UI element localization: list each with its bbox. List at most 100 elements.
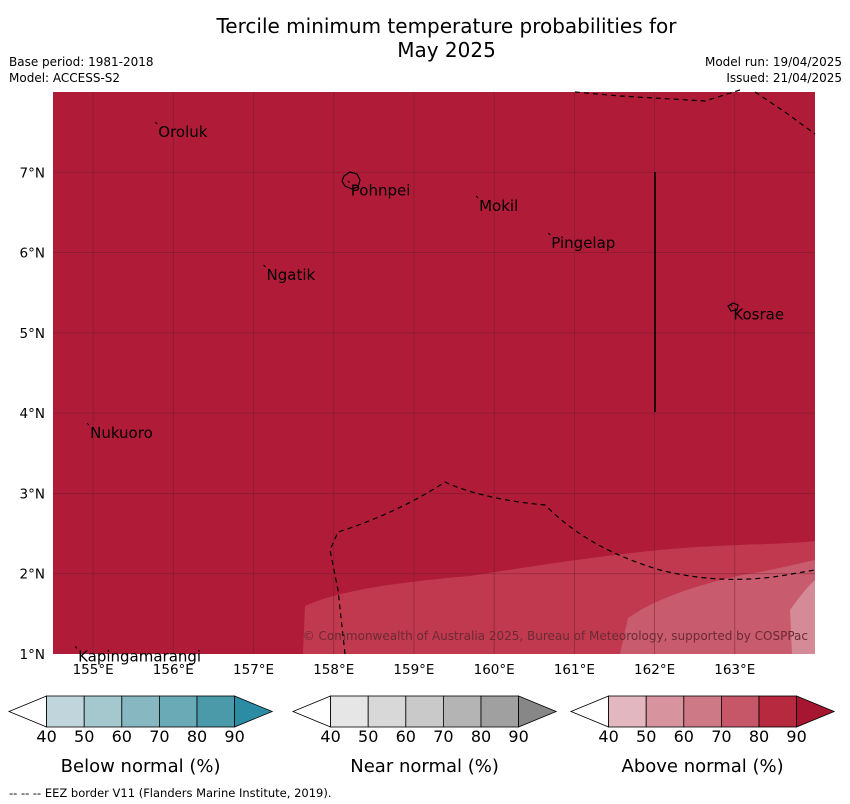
- y-tick-label: 3°N: [20, 486, 45, 502]
- colorbar-tick-label: 50: [358, 727, 378, 746]
- colorbar-tick-label: 60: [674, 727, 694, 746]
- place-marker: [86, 422, 90, 426]
- colorbar-title: Below normal (%): [61, 756, 221, 777]
- colorbar-cell: [121, 695, 160, 728]
- title-line-1: Tercile minimum temperature probabilitie…: [216, 14, 677, 38]
- colorbar-tick-label: 90: [786, 727, 806, 746]
- place-label: Pohnpei: [351, 182, 411, 200]
- colorbar-cell: [83, 695, 123, 728]
- colorbar-tick-label: 70: [711, 727, 731, 746]
- eez-footnote: -- -- -- EEZ border V11 (Flanders Marine…: [9, 786, 332, 800]
- colorbar-tick-label: 90: [224, 727, 244, 746]
- colorbar-min-triangle: [569, 695, 609, 728]
- place-marker: [154, 121, 158, 125]
- colorbar-title: Above normal (%): [622, 756, 784, 777]
- place-marker: [263, 264, 266, 268]
- colorbar-cell: [480, 695, 519, 728]
- latitude-ticks: 1°N 2°N 3°N 4°N 5°N 6°N 7°N: [20, 165, 45, 663]
- colorbar-tick-label: 60: [396, 727, 416, 746]
- colorbar-tick-label: 40: [320, 727, 340, 746]
- place-marker: [547, 232, 551, 236]
- map-title: Tercile minimum temperature probabilitie…: [0, 14, 850, 62]
- probability-region-50: [790, 580, 815, 654]
- colorbar-cell: [330, 695, 369, 728]
- y-tick-label: 5°N: [20, 326, 45, 342]
- probability-region-60: [620, 560, 815, 654]
- colorbar-cell: [196, 695, 235, 728]
- colorbar-tick-label: 50: [74, 727, 94, 746]
- colorbar-tick-label: 40: [598, 727, 618, 746]
- colorbar-cell: [608, 695, 647, 728]
- x-tick-label: 155°E: [73, 662, 114, 678]
- eez-border-south: [329, 481, 816, 655]
- x-tick-label: 160°E: [474, 662, 515, 678]
- place-label: Kapingamarangi: [78, 647, 201, 665]
- place-label: Pingelap: [551, 234, 615, 252]
- colorbar-cell: [645, 695, 685, 728]
- place-marker: [74, 646, 78, 649]
- eez-border-north: [574, 89, 741, 102]
- colorbar-tick-label: 80: [749, 727, 769, 746]
- y-tick-label: 2°N: [20, 567, 45, 583]
- colorbar-cell: [758, 695, 797, 728]
- place-label: Mokil: [479, 197, 518, 215]
- x-tick-label: 162°E: [634, 662, 675, 678]
- colorbar-tick-label: 80: [471, 727, 491, 746]
- colorbar-max-triangle: [518, 695, 558, 728]
- y-tick-label: 4°N: [20, 406, 45, 422]
- meta-right: Model run: 19/04/2025 Issued: 21/04/2025: [705, 54, 842, 86]
- colorbar-max-triangle: [234, 695, 274, 728]
- colorbar-cell: [367, 695, 407, 728]
- place-labels: Oroluk Pohnpei Mokil Pingelap Ngatik Kosrae Nu…: [74, 121, 784, 665]
- colorbar-tick-label: 50: [636, 727, 656, 746]
- colorbar-cell: [158, 695, 198, 728]
- graticule: [53, 92, 815, 654]
- colorbar-tick-label: 40: [36, 727, 56, 746]
- place-marker: [475, 195, 479, 199]
- colorbar-tick-label: 70: [433, 727, 453, 746]
- y-tick-label: 1°N: [20, 647, 45, 663]
- x-tick-label: 158°E: [313, 662, 354, 678]
- meta-left: Base period: 1981-2018 Model: ACCESS-S2: [9, 54, 154, 86]
- colorbar-max-triangle: [796, 695, 836, 728]
- x-tick-label: 161°E: [554, 662, 595, 678]
- colorbar-min-triangle: [7, 695, 47, 728]
- colorbar-min-triangle: [291, 695, 331, 728]
- colorbar-cell: [46, 695, 85, 728]
- model-name: Model: ACCESS-S2: [9, 71, 121, 85]
- x-tick-label: 157°E: [233, 662, 274, 678]
- x-tick-label: 163°E: [714, 662, 755, 678]
- colorbar-2: 40 50 60 70 80 90 Near normal (%): [291, 695, 558, 777]
- colorbar-cell: [442, 695, 482, 728]
- colorbar-cell: [721, 695, 760, 728]
- place-label: Oroluk: [158, 123, 207, 141]
- base-period: Base period: 1981-2018: [9, 55, 154, 69]
- y-tick-label: 6°N: [20, 246, 45, 262]
- colorbar-cell: [405, 695, 444, 728]
- colorbar-tick-label: 80: [187, 727, 207, 746]
- title-line-2: May 2025: [397, 38, 496, 62]
- place-label: Ngatik: [267, 266, 316, 284]
- place-marker: [730, 304, 733, 307]
- colorbar-tick-label: 60: [112, 727, 132, 746]
- colorbar-tick-label: 90: [508, 727, 528, 746]
- map-area: Oroluk Pohnpei Mokil Pingelap Ngatik Kosrae Nu…: [53, 89, 816, 665]
- model-run: Model run: 19/04/2025: [704, 55, 842, 69]
- longitude-ticks: 155°E 156°E 157°E 158°E 159°E 160°E 161°E 162°E…: [73, 662, 756, 678]
- colorbar-cell: [683, 695, 722, 728]
- x-tick-label: 156°E: [153, 662, 194, 678]
- issued-date: Issued: 21/04/2025: [726, 71, 842, 85]
- place-label: Nukuoro: [90, 424, 153, 442]
- colorbar-title: Near normal (%): [350, 756, 499, 777]
- pohnpei-island: [341, 171, 361, 190]
- colorbar-tick-label: 70: [149, 727, 169, 746]
- x-tick-label: 159°E: [393, 662, 434, 678]
- place-marker: [347, 180, 351, 184]
- place-label: Kosrae: [733, 305, 784, 323]
- copyright-text: © Commonwealth of Australia 2025, Bureau…: [303, 629, 808, 643]
- eez-border-northeast: [754, 91, 816, 135]
